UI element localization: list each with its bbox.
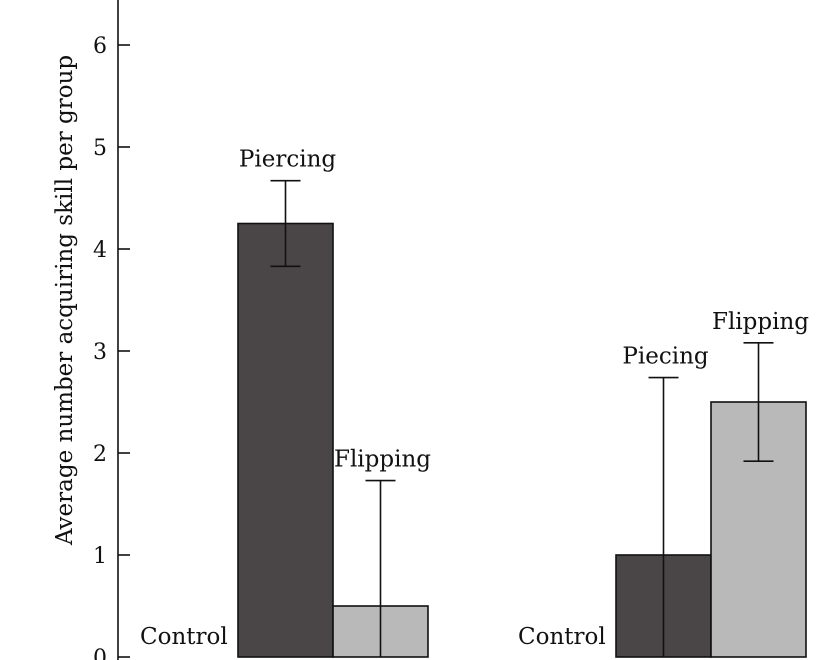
y-tick-label: 3 bbox=[93, 340, 107, 365]
y-axis-title: Average number acquiring skill per group bbox=[52, 55, 78, 546]
y-tick-label: 4 bbox=[93, 238, 107, 263]
bar-label: Control bbox=[518, 624, 606, 650]
bars: ControlPiercingFlippingControlPiecingFli… bbox=[140, 147, 809, 658]
y-tick-label: 5 bbox=[93, 136, 107, 161]
y-tick-label: 6 bbox=[93, 34, 107, 59]
bar-label: Piercing bbox=[239, 147, 336, 173]
y-axis: 0 1 2 3 4 5 6 bbox=[93, 0, 130, 660]
bar bbox=[237, 222, 334, 658]
bar-label: Piecing bbox=[622, 344, 708, 370]
y-tick-label: 1 bbox=[93, 544, 107, 569]
y-tick-label: 2 bbox=[93, 442, 107, 467]
bar-label: Control bbox=[140, 624, 228, 650]
bar-label: Flipping bbox=[712, 309, 809, 335]
bar-label: Flipping bbox=[334, 447, 431, 473]
y-tick-label: 0 bbox=[93, 646, 107, 660]
